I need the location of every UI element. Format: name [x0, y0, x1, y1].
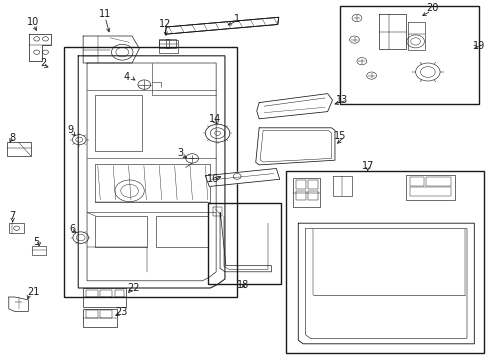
Bar	[166, 39, 176, 48]
Bar	[307, 180, 317, 189]
Text: 13: 13	[335, 95, 348, 105]
Text: 7: 7	[9, 211, 15, 221]
Bar	[115, 290, 123, 297]
Text: 18: 18	[237, 280, 249, 290]
Polygon shape	[255, 128, 334, 165]
Bar	[409, 187, 450, 196]
Bar	[307, 191, 317, 200]
Text: 21: 21	[27, 287, 40, 297]
Text: 9: 9	[68, 125, 74, 135]
Text: 12: 12	[159, 19, 171, 30]
Text: 2: 2	[40, 58, 46, 68]
Bar	[295, 180, 305, 189]
Text: 19: 19	[472, 41, 485, 51]
Bar	[100, 310, 112, 318]
Bar	[63, 47, 237, 297]
Text: 23: 23	[115, 307, 127, 317]
Bar	[85, 310, 98, 318]
Text: 14: 14	[208, 114, 221, 124]
Text: 1: 1	[234, 14, 240, 24]
Text: 20: 20	[426, 3, 438, 13]
Bar	[7, 142, 31, 156]
Text: 11: 11	[99, 9, 111, 19]
Text: 10: 10	[27, 17, 40, 27]
Polygon shape	[165, 17, 278, 34]
Bar	[285, 171, 483, 353]
Text: 6: 6	[69, 224, 75, 234]
Bar	[83, 288, 126, 307]
Bar	[85, 290, 98, 297]
Text: 22: 22	[126, 283, 139, 293]
Bar	[339, 6, 478, 104]
Bar	[100, 290, 112, 297]
Bar	[159, 40, 178, 53]
Bar	[293, 178, 320, 207]
Polygon shape	[205, 168, 279, 186]
Text: 16: 16	[206, 174, 219, 184]
Text: 17: 17	[361, 161, 373, 171]
Bar	[426, 177, 450, 186]
Bar	[95, 216, 146, 247]
Text: 3: 3	[177, 148, 183, 158]
Bar	[159, 39, 168, 48]
Bar	[9, 223, 24, 233]
Bar	[405, 175, 454, 200]
Bar	[409, 177, 424, 186]
Bar	[95, 95, 142, 151]
Bar	[156, 216, 207, 247]
Bar	[95, 164, 210, 202]
Bar	[207, 203, 281, 284]
Text: 8: 8	[9, 132, 15, 143]
Text: 15: 15	[333, 131, 346, 141]
Bar	[83, 309, 117, 327]
Bar	[295, 191, 305, 200]
Polygon shape	[256, 94, 332, 119]
Text: 5: 5	[34, 237, 40, 247]
Text: 4: 4	[123, 72, 129, 82]
Bar	[32, 246, 46, 255]
